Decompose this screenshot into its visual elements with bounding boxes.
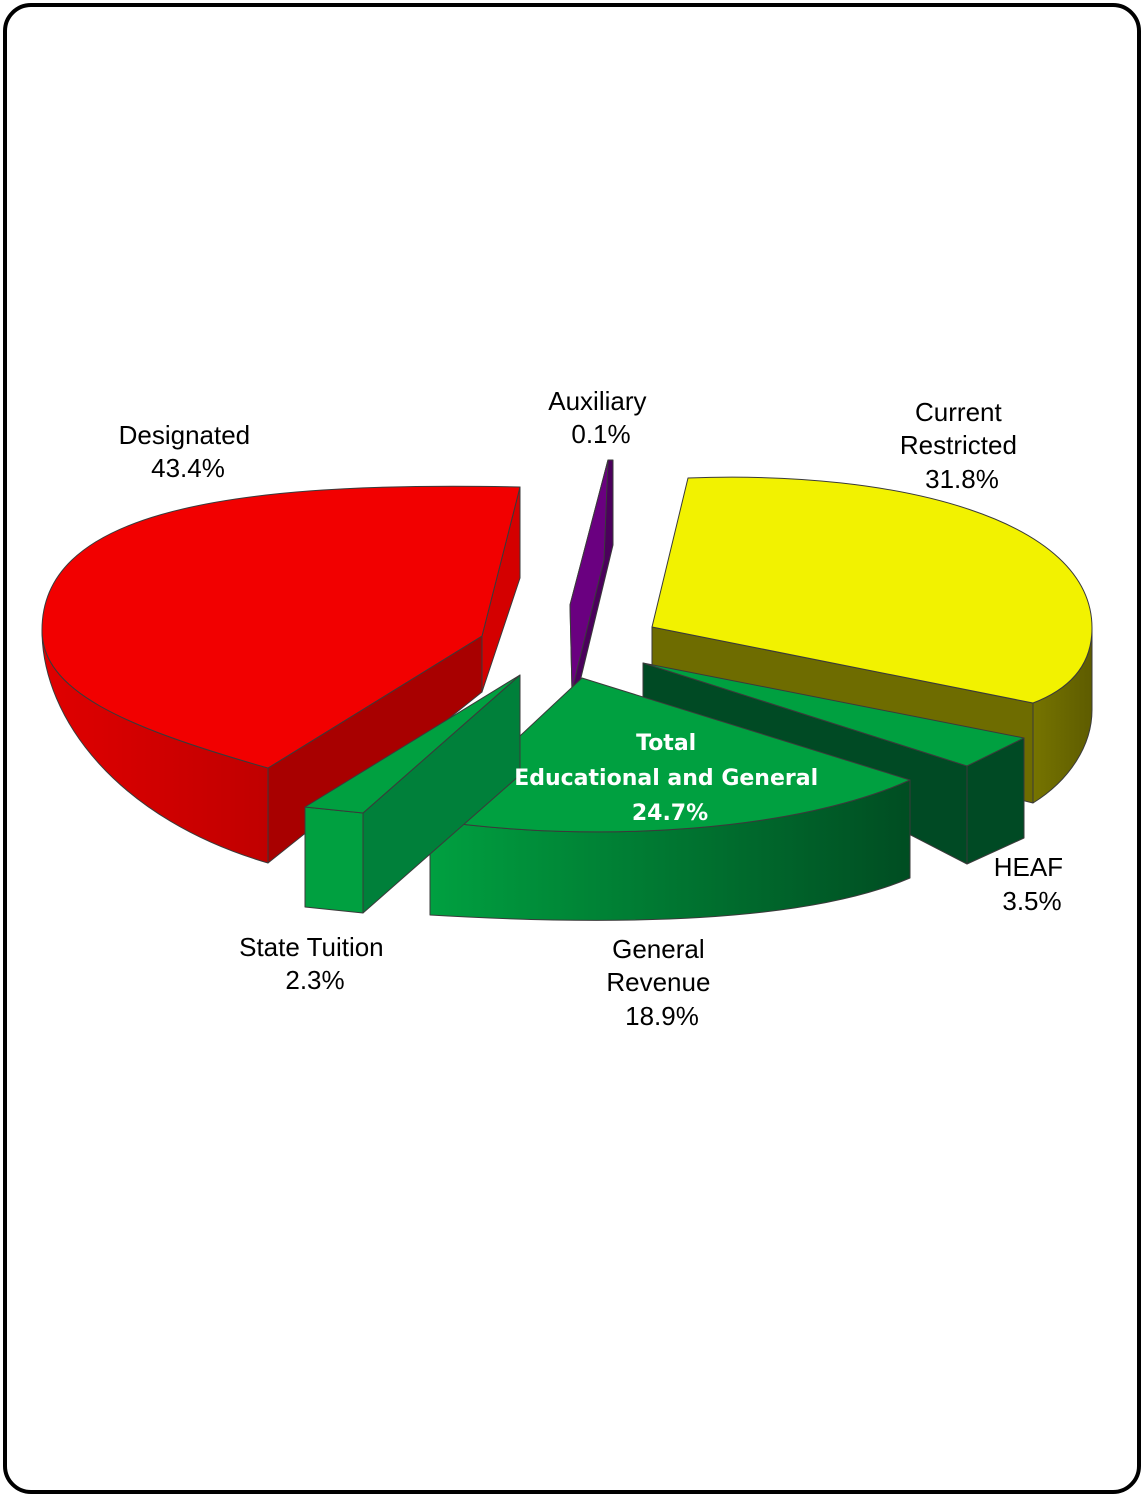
label-general-revenue-line2: Revenue [606,967,710,997]
data-labels: Designated 43.4% Auxiliary 0.1% Current … [119,386,1071,1031]
chart-frame [3,3,1141,1494]
slice-general-revenue [429,677,911,921]
label-total-line2: Educational and General [514,766,818,791]
label-auxiliary-name: Auxiliary [548,386,646,416]
label-heaf: HEAF 3.5% [994,852,1071,916]
label-designated-name: Designated [119,420,251,450]
slice-current-restricted-top [651,476,1093,704]
label-heaf-value: 3.5% [1002,886,1061,916]
label-current-restricted: Current Restricted 31.8% [900,397,1024,494]
slice-auxiliary [569,459,614,691]
label-current-restricted-line2: Restricted [900,430,1017,460]
label-total-value: 24.7% [632,801,708,826]
slice-heaf-top [642,662,1025,767]
slice-state-tuition [304,674,521,914]
label-auxiliary-value: 0.1% [571,419,630,449]
slice-state-tuition-front [304,806,364,914]
label-heaf-name: HEAF [994,852,1063,882]
label-auxiliary: Auxiliary 0.1% [548,386,653,449]
label-general-revenue: General Revenue 18.9% [606,934,717,1031]
slice-designated-top [41,485,521,769]
slice-general-revenue-top [429,677,911,833]
slice-state-tuition-top [304,674,521,814]
label-designated: Designated 43.4% [119,420,258,483]
label-state-tuition: State Tuition 2.3% [239,932,391,995]
label-total-line1: Total [636,731,696,756]
label-total-educational-general: Total Educational and General 24.7% [514,731,826,826]
label-general-revenue-line1: General [612,934,705,964]
label-state-tuition-name: State Tuition [239,932,384,962]
label-current-restricted-line1: Current [915,397,1002,427]
label-current-restricted-value: 31.8% [925,464,999,494]
label-state-tuition-value: 2.3% [285,965,344,995]
label-general-revenue-value: 18.9% [625,1001,699,1031]
label-designated-value: 43.4% [151,453,225,483]
